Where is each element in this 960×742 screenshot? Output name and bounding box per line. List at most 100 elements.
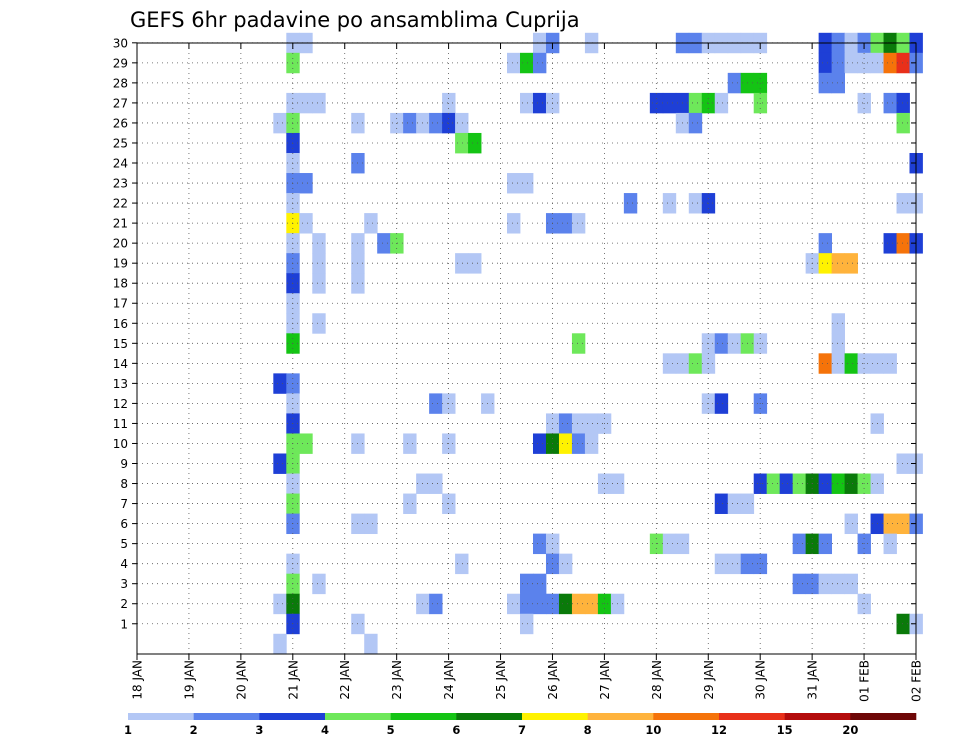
heatmap-cell — [507, 52, 521, 74]
heatmap-cell — [312, 573, 326, 595]
heatmap-cell — [844, 473, 858, 494]
y-tick-label: 10 — [113, 437, 128, 451]
heatmap-cell — [714, 493, 729, 514]
heatmap-cell — [818, 573, 833, 595]
colorbar-label: 1 — [124, 723, 132, 737]
y-tick-label: 22 — [113, 197, 128, 211]
plot-frame — [136, 42, 917, 655]
heatmap-cell — [792, 533, 807, 555]
heatmap-cell — [896, 193, 910, 214]
y-tick-label: 30 — [113, 36, 128, 50]
colorbar-swatch — [719, 713, 785, 720]
heatmap-cell — [883, 92, 897, 114]
x-tick-label: 26 JAN — [546, 660, 560, 700]
heatmap-cell — [883, 353, 897, 374]
colorbar-swatch — [193, 713, 260, 720]
heatmap-cell — [520, 173, 534, 194]
heatmap-cell — [714, 333, 729, 354]
y-tick-label: 8 — [120, 477, 128, 491]
heatmap-cells — [273, 32, 923, 655]
colorbar-swatch — [784, 713, 851, 720]
heatmap-cell — [520, 573, 534, 595]
heatmap-cell — [883, 533, 897, 555]
heatmap-cell — [532, 433, 547, 454]
y-tick-label: 23 — [113, 177, 128, 191]
colorbar-swatch — [587, 713, 654, 720]
colorbar-label: 4 — [321, 723, 329, 737]
heatmap-cell — [558, 213, 573, 234]
grid-lines — [136, 42, 917, 654]
heatmap-cell — [403, 433, 417, 454]
heatmap-cell — [429, 112, 443, 134]
heatmap-cell — [520, 613, 534, 635]
heatmap-cell — [455, 132, 469, 154]
heatmap-cell — [818, 52, 833, 74]
heatmap-cell — [844, 52, 858, 74]
heatmap-cell — [844, 353, 858, 374]
heatmap-cell — [818, 353, 833, 374]
heatmap-cell — [299, 213, 313, 234]
heatmap-cell — [831, 353, 845, 374]
heatmap-cell — [532, 52, 547, 74]
y-tick-label: 14 — [113, 357, 128, 371]
heatmap-cell — [831, 313, 845, 334]
colorbar: 1 2 3 4 5 6 7 8 10 12 15 20 — [124, 713, 917, 737]
heatmap-cell — [688, 92, 703, 114]
heatmap-cell — [299, 92, 313, 114]
x-tick-label: 21 JAN — [286, 660, 300, 700]
x-tick-label: 19 JAN — [182, 660, 196, 700]
y-tick-label: 28 — [113, 76, 128, 90]
heatmap-cell — [818, 72, 833, 94]
colorbar-label: 8 — [584, 723, 592, 737]
heatmap-cell — [896, 112, 910, 134]
heatmap-cell — [896, 52, 910, 74]
y-tick-label: 9 — [120, 457, 128, 471]
heatmap-cell — [662, 533, 677, 555]
heatmap-cell — [714, 92, 729, 114]
heatmap-cell — [831, 72, 845, 94]
heatmap-cell — [883, 513, 897, 535]
heatmap-cell — [818, 533, 833, 555]
heatmap-cell — [584, 433, 599, 454]
heatmap-cell — [558, 413, 573, 434]
heatmap-cell — [896, 233, 910, 254]
heatmap-cell — [688, 112, 703, 134]
colorbar-label: 20 — [842, 723, 858, 737]
y-tick-label: 18 — [113, 277, 128, 291]
heatmap-cell — [792, 473, 807, 494]
heatmap-cell — [468, 253, 482, 274]
heatmap-cell — [558, 593, 573, 615]
heatmap-cell — [312, 313, 326, 334]
heatmap-cell — [520, 92, 534, 114]
heatmap-cell — [312, 253, 326, 274]
y-tick-label: 7 — [120, 497, 128, 511]
y-tick-label: 17 — [113, 297, 128, 311]
heatmap-cell — [714, 553, 729, 575]
y-tick-label: 26 — [113, 116, 128, 130]
heatmap-cell — [623, 193, 638, 214]
heatmap-cell — [571, 213, 586, 234]
heatmap-cell — [844, 253, 858, 274]
heatmap-cell — [584, 593, 599, 615]
heatmap-cell — [818, 233, 833, 254]
colorbar-label: 5 — [387, 723, 395, 737]
colorbar-swatch — [325, 713, 391, 720]
colorbar-swatch — [128, 713, 194, 720]
heatmap-cell — [364, 633, 378, 655]
heatmap-cell — [532, 573, 547, 595]
heatmap-cell — [532, 92, 547, 114]
heatmap-cell — [429, 593, 443, 615]
heatmap-cell — [831, 333, 845, 354]
heatmap-cell — [507, 593, 521, 615]
heatmap-cell — [571, 333, 586, 354]
heatmap-cell — [299, 173, 313, 194]
y-tick-label: 27 — [113, 96, 128, 110]
heatmap-cell — [558, 433, 573, 454]
x-tick-label: 23 JAN — [390, 660, 404, 700]
heatmap-cell — [571, 433, 586, 454]
x-tick-label: 24 JAN — [442, 660, 456, 700]
colorbar-label: 15 — [777, 723, 793, 737]
y-tick-label: 2 — [120, 597, 128, 611]
heatmap-cell — [831, 573, 845, 595]
